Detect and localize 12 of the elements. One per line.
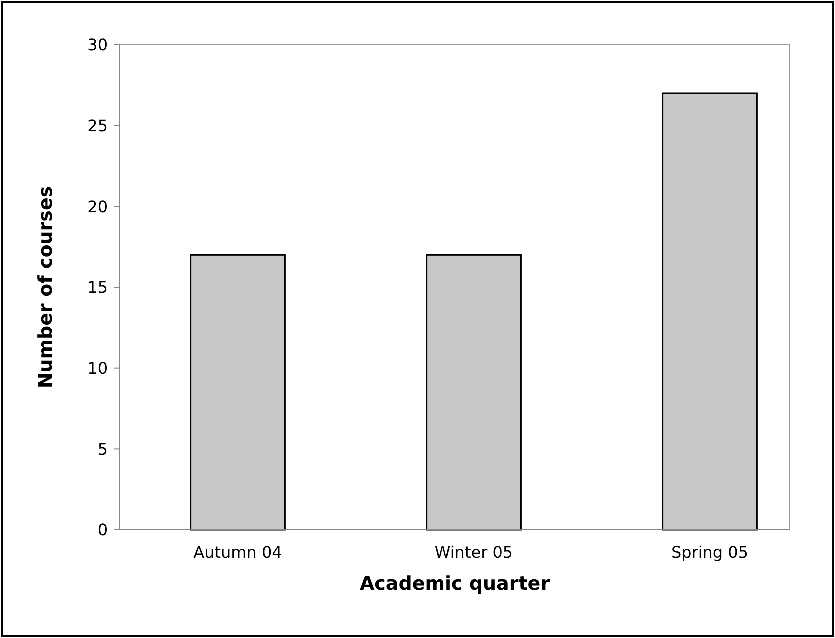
- x-tick-label: Autumn 04: [194, 543, 282, 562]
- y-tick-label: 0: [98, 520, 108, 540]
- x-axis-title: Academic quarter: [360, 573, 551, 595]
- y-tick-label: 25: [88, 116, 108, 136]
- y-tick-label: 10: [88, 358, 108, 378]
- y-tick-label: 20: [88, 197, 108, 216]
- y-axis-title: Number of courses: [35, 186, 57, 389]
- y-tick-label: 5: [98, 440, 108, 459]
- x-tick-label: Winter 05: [434, 543, 514, 562]
- y-tick-label: 30: [88, 36, 108, 55]
- x-tick-label: Spring 05: [671, 543, 749, 562]
- y-tick-label: 15: [88, 278, 108, 298]
